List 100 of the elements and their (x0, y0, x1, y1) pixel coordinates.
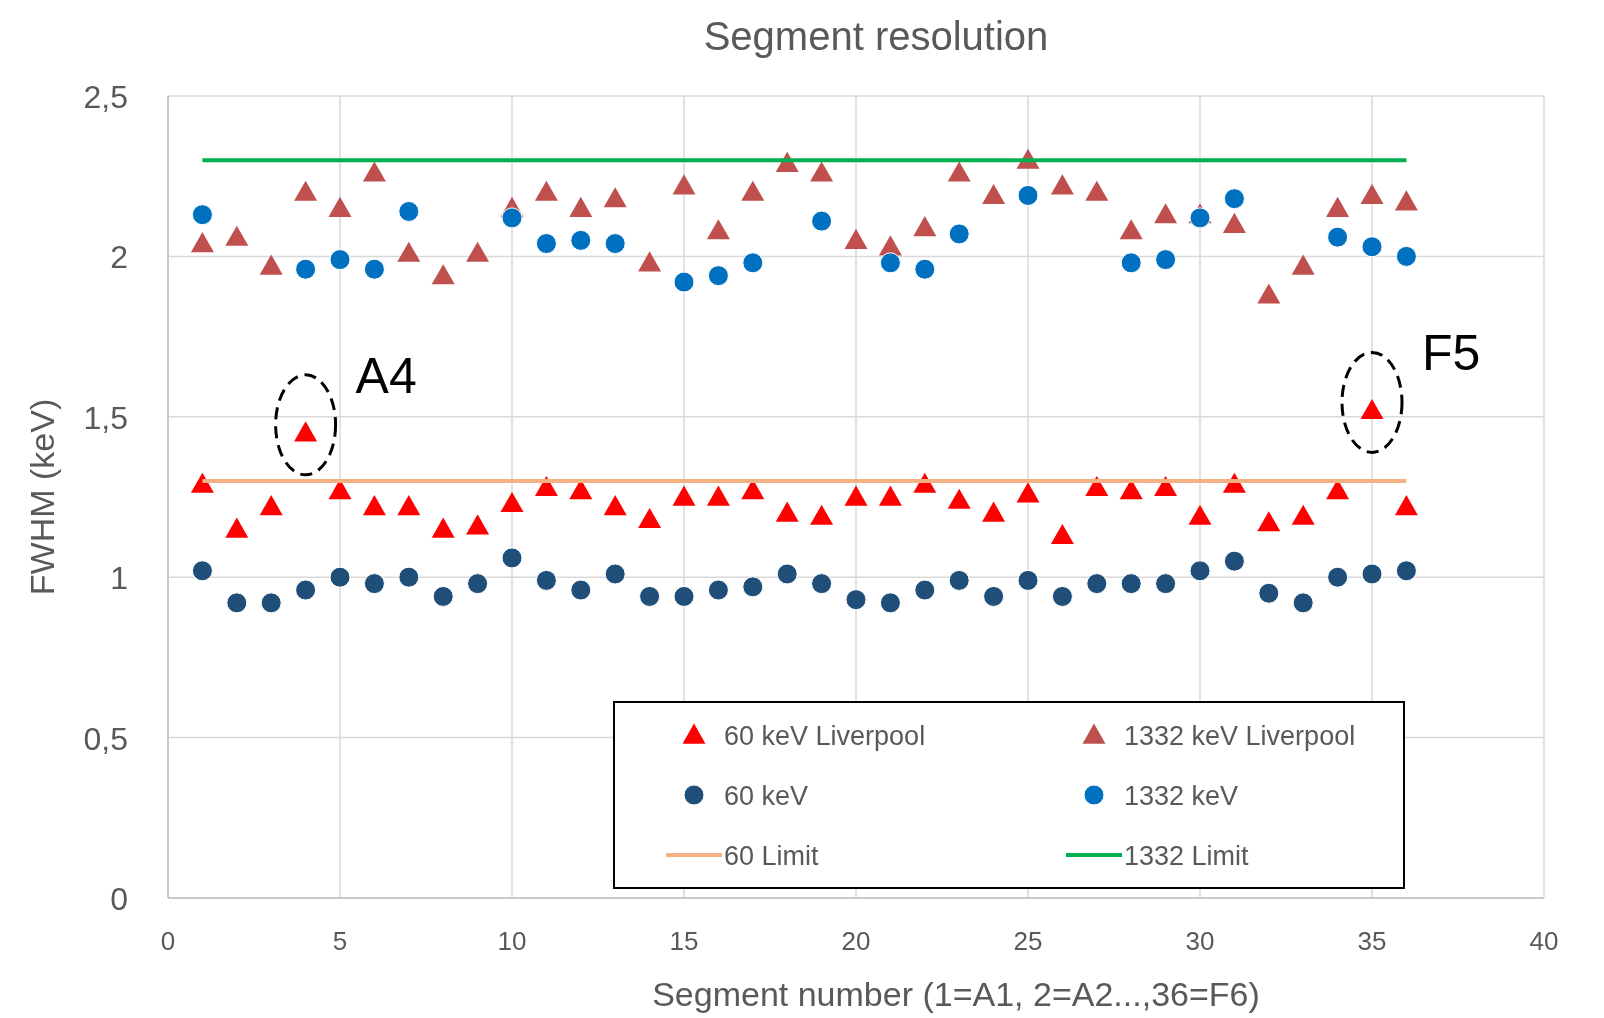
point (363, 258, 385, 280)
point (295, 258, 317, 280)
x-tick-label: 10 (497, 926, 527, 956)
point (1394, 190, 1418, 211)
point (191, 560, 213, 582)
point (1361, 236, 1383, 258)
point (1291, 504, 1315, 525)
y-tick-label: 2,5 (83, 79, 128, 115)
point (501, 207, 523, 229)
point (707, 265, 729, 287)
point (1050, 524, 1074, 545)
point (1085, 475, 1109, 496)
point (982, 183, 1006, 205)
legend-label: 60 keV Liverpool (724, 721, 926, 751)
point (1120, 252, 1142, 274)
point (259, 495, 283, 516)
point (742, 252, 764, 274)
point (1154, 203, 1178, 224)
legend-label: 1332 keV Liverpool (1124, 721, 1356, 751)
legend-label: 1332 keV (1124, 781, 1239, 811)
x-tick-label: 35 (1357, 926, 1387, 956)
point (225, 517, 249, 538)
point (225, 225, 249, 246)
point (398, 200, 420, 222)
point (673, 271, 695, 293)
point (1327, 226, 1349, 248)
point (1360, 183, 1384, 205)
point (706, 485, 730, 506)
point (1155, 573, 1177, 595)
point (1086, 573, 1108, 595)
point (982, 501, 1006, 522)
point (190, 472, 214, 493)
point (328, 196, 352, 217)
y-tick-label: 2 (110, 239, 128, 276)
point (879, 252, 901, 274)
point (362, 161, 386, 182)
point (466, 241, 490, 262)
point (879, 592, 901, 614)
point (431, 264, 455, 285)
point (811, 573, 833, 595)
point (947, 488, 971, 509)
point (775, 501, 799, 522)
point (432, 585, 454, 607)
legend-label: 60 keV (724, 781, 809, 811)
point (363, 573, 385, 595)
point (948, 223, 970, 245)
point (260, 592, 282, 614)
point (1154, 475, 1178, 496)
point (431, 517, 455, 538)
point (811, 210, 833, 232)
point (638, 507, 662, 529)
y-tick-label: 1 (110, 560, 128, 597)
annotation: A4 (355, 347, 417, 404)
legend-label: 1332 Limit (1124, 841, 1250, 871)
point (1258, 582, 1280, 604)
point (1119, 219, 1143, 240)
point (948, 569, 970, 591)
x-tick-label: 15 (669, 926, 699, 956)
y-axis-title: FWHM (keV) (23, 398, 61, 596)
point (535, 233, 557, 255)
point (1257, 283, 1281, 304)
x-tick-label: 40 (1529, 926, 1559, 956)
point (294, 421, 318, 442)
point (1050, 174, 1074, 195)
point (535, 569, 557, 591)
point (467, 573, 489, 595)
point (844, 485, 868, 506)
point (844, 228, 868, 249)
point (672, 174, 696, 195)
point (534, 475, 558, 496)
point (1188, 504, 1212, 525)
point (604, 233, 626, 255)
point (1361, 563, 1383, 585)
point (1223, 188, 1245, 210)
point (913, 216, 937, 237)
point (398, 566, 420, 588)
x-tick-label: 20 (841, 926, 871, 956)
point (776, 563, 798, 585)
point (810, 161, 834, 182)
point (501, 547, 523, 569)
point (1394, 495, 1418, 516)
point (500, 491, 524, 513)
point (603, 187, 627, 208)
point (1016, 482, 1040, 503)
point (329, 566, 351, 588)
point (1017, 569, 1039, 591)
point (1291, 254, 1315, 275)
point (914, 579, 936, 601)
legend-label: 60 Limit (724, 841, 820, 871)
point (741, 180, 765, 201)
point (534, 180, 558, 201)
y-tick-label: 1,5 (83, 399, 128, 436)
point (570, 579, 592, 601)
point (983, 585, 1005, 607)
point (845, 589, 867, 611)
point (1085, 180, 1109, 201)
point (914, 258, 936, 280)
point (259, 254, 283, 275)
point (604, 563, 626, 585)
point (295, 579, 317, 601)
